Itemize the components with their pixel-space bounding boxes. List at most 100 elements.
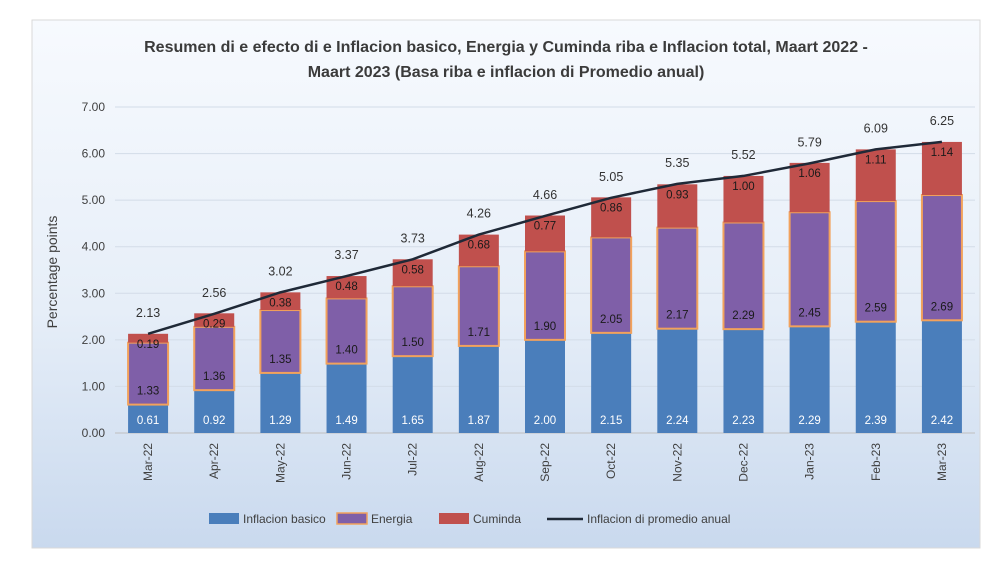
legend-energia-swatch [336,512,368,525]
inflacion-basico-bar [525,339,565,433]
inflacion-basico-data-label: 1.87 [468,415,490,427]
inflacion-promedio-data-label: 5.52 [731,148,755,162]
legend: Inflacion basico Energia Cuminda Inflacion … [209,512,730,526]
inflacion-basico-bar [657,328,698,433]
energia-data-label: 1.71 [468,327,490,339]
inflacion-basico-bar [260,372,301,433]
inflacion-promedio-data-label: 2.56 [202,286,226,300]
energia-data-label: 1.33 [137,386,159,398]
inflacion-basico-bar [591,332,632,433]
cuminda-data-label: 0.29 [203,318,225,330]
y-axis-label: Percentage points [44,216,60,329]
cuminda-bar [591,197,632,238]
cuminda-bar [326,276,367,299]
energia-bar [325,297,368,365]
x-axis-ticks: Mar-22 Apr-22 May-22 Jun-22 Jul-22 Aug-22 Sep-… [141,443,949,483]
inflacion-basico-data-label: 0.92 [203,415,225,427]
energia-data-label: 2.05 [600,314,622,326]
inflacion-promedio-data-label: 5.35 [665,156,689,170]
inflacion-basico-data-label: 1.29 [269,415,291,427]
inflacion-promedio-data-label: 5.05 [599,170,623,184]
inflacion-promedio-data-label: 4.26 [467,207,491,221]
cuminda-data-label: 0.58 [401,264,423,276]
inflacion-basico-bar [789,326,830,433]
energia-data-label: 2.29 [732,310,754,322]
x-tick-label: May-22 [273,443,287,483]
y-tick-label: 2.00 [82,333,106,347]
inflacion-basico-bar [392,356,433,433]
line-series [147,140,943,335]
energia-data-label: 2.45 [798,307,820,319]
cuminda-bar [128,333,169,343]
y-tick-label: 0.00 [82,426,106,440]
energia-bar [457,265,500,347]
inflacion-promedio-line [147,140,943,335]
cuminda-data-label: 1.00 [732,181,754,193]
y-tick-label: 7.00 [82,100,106,114]
energia-bar [127,341,170,406]
inflacion-basico-data-label: 1.49 [335,415,357,427]
cuminda-bar [855,149,896,202]
cuminda-data-label: 0.93 [666,189,688,201]
inflacion-basico-bar [921,320,962,433]
inflacion-basico-data-label: 2.29 [798,415,820,427]
inflacion-promedio-data-label: 5.79 [797,135,821,149]
energia-data-label: 1.35 [269,354,291,366]
inflacion-promedio-data-label: 2.13 [136,306,160,320]
inflacion-basico-data-label: 2.15 [600,415,622,427]
x-tick-label: Apr-22 [207,443,221,479]
y-tick-label: 6.00 [82,147,106,161]
cuminda-data-label: 0.19 [137,339,159,351]
energia-bar [656,226,699,330]
x-tick-label: Mar-23 [935,443,949,481]
inflacion-basico-bar [128,404,169,433]
inflacion-promedio-data-label: 4.66 [533,188,557,202]
y-tick-label: 5.00 [82,193,106,207]
legend-inflacion-basico-swatch [209,513,239,524]
cuminda-bar [525,215,565,252]
legend-cuminda-swatch [439,513,469,524]
cuminda-data-label: 0.38 [269,297,291,309]
legend-inflacion-promedio-label: Inflacion di promedio anual [587,512,730,526]
cuminda-data-label: 0.86 [600,202,622,214]
energia-data-label: 2.17 [666,310,688,322]
legend-inflacion-basico-label: Inflacion basico [243,512,326,526]
legend-energia-label: Energia [371,512,413,526]
inflacion-promedio-data-label: 3.37 [334,248,358,262]
energia-bar [920,194,963,322]
energia-bar [193,325,236,392]
x-tick-label: Jun-22 [340,443,354,480]
inflacion-basico-data-label: 2.00 [534,415,556,427]
inflacion-basico-data-label: 2.42 [931,415,953,427]
y-tick-label: 4.00 [82,240,106,254]
cuminda-data-label: 0.48 [335,281,357,293]
legend-cuminda-label: Cuminda [473,512,521,526]
energia-data-label: 2.69 [931,301,953,313]
inflacion-basico-data-label: 2.39 [865,415,887,427]
x-tick-label: Aug-22 [472,443,486,482]
energia-data-label: 2.59 [865,303,887,315]
y-tick-label: 3.00 [82,286,106,300]
chart-title-line-1: Resumen di e efecto di e Inflacion basic… [144,39,868,56]
data-labels: 0.61 1.33 0.19 0.92 1.36 0.29 1.29 1.35 0.38 1.49… [136,114,954,427]
energia-data-label: 1.50 [401,337,423,349]
inflacion-basico-bar [194,390,235,433]
cuminda-data-label: 0.68 [468,240,490,252]
cuminda-bar [657,184,698,228]
chart-title-line-2: Maart 2023 (Basa riba e inflacion di Pro… [308,64,705,81]
y-tick-label: 1.00 [82,379,106,393]
inflacion-basico-bar [326,363,367,433]
cuminda-data-label: 1.06 [798,168,820,180]
inflacion-basico-data-label: 2.24 [666,415,689,427]
energia-data-label: 1.40 [335,345,357,357]
inflacion-basico-bar [458,345,499,433]
inflacion-promedio-data-label: 6.09 [864,121,888,135]
inflacion-promedio-data-label: 3.02 [268,264,292,278]
inflacion-basico-data-label: 1.65 [401,415,423,427]
x-tick-label: Sep-22 [538,443,552,482]
energia-data-label: 1.36 [203,371,225,383]
x-tick-label: Nov-22 [670,443,684,482]
y-axis-ticks: 0.00 1.00 2.00 3.00 4.00 5.00 6.00 7.00 [82,100,106,440]
cuminda-bar [921,141,962,196]
